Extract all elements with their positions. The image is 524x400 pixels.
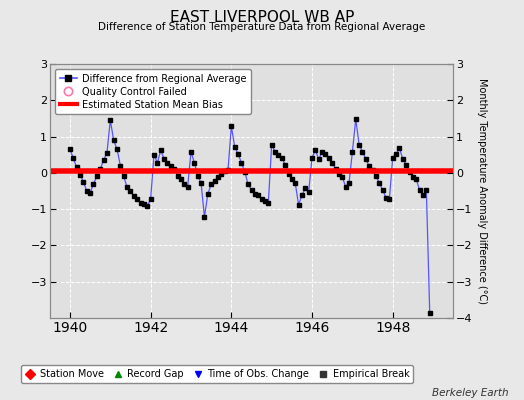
Legend: Difference from Regional Average, Quality Control Failed, Estimated Station Mean: Difference from Regional Average, Qualit… bbox=[54, 69, 251, 114]
Y-axis label: Monthly Temperature Anomaly Difference (°C): Monthly Temperature Anomaly Difference (… bbox=[477, 78, 487, 304]
Text: EAST LIVERPOOL WB AP: EAST LIVERPOOL WB AP bbox=[170, 10, 354, 25]
Text: Berkeley Earth: Berkeley Earth bbox=[432, 388, 508, 398]
Text: Difference of Station Temperature Data from Regional Average: Difference of Station Temperature Data f… bbox=[99, 22, 425, 32]
Legend: Station Move, Record Gap, Time of Obs. Change, Empirical Break: Station Move, Record Gap, Time of Obs. C… bbox=[20, 365, 413, 383]
